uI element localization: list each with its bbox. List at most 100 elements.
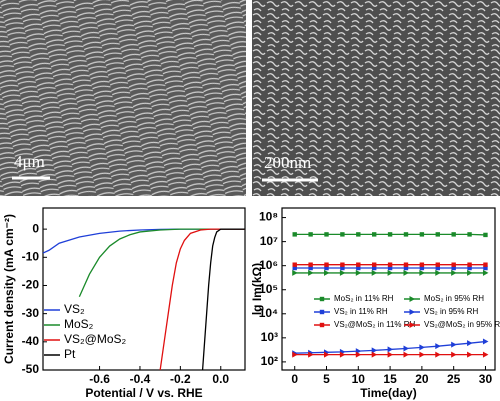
marker — [483, 265, 488, 271]
marker — [356, 265, 361, 271]
marker — [403, 345, 409, 352]
legend-marker — [319, 322, 325, 328]
marker — [451, 269, 457, 276]
marker — [340, 265, 345, 271]
marker — [356, 262, 361, 267]
marker — [482, 269, 489, 276]
marker — [419, 265, 425, 271]
marker — [451, 351, 457, 358]
marker — [387, 351, 394, 358]
marker — [419, 232, 425, 237]
marker — [483, 232, 488, 238]
marker — [467, 262, 472, 267]
marker — [435, 232, 440, 237]
marker — [371, 265, 377, 271]
plot-frame — [281, 207, 496, 371]
legend-marker — [409, 322, 415, 328]
marker — [435, 262, 440, 267]
x-tick-label: 25 — [447, 372, 461, 386]
legend-label: VS₂ — [64, 302, 85, 316]
marker — [435, 351, 441, 358]
marker — [292, 262, 297, 267]
marker — [371, 351, 378, 358]
marker — [292, 269, 298, 276]
y-tick-label: -40 — [22, 334, 40, 348]
y-tick-label: 10⁷ — [260, 234, 278, 248]
marker — [451, 232, 456, 237]
legend-marker — [319, 296, 325, 302]
sem-image-right — [252, 0, 500, 196]
marker — [339, 351, 346, 358]
marker — [482, 351, 489, 358]
marker — [467, 269, 473, 276]
x-tick-label: 30 — [479, 372, 493, 386]
marker — [387, 346, 394, 353]
marker — [483, 262, 488, 267]
marker — [324, 351, 330, 358]
x-tick-label: 10 — [352, 372, 366, 386]
x-tick-label: 5 — [323, 372, 330, 386]
x-tick-label: 20 — [415, 372, 429, 386]
legend-label: VS₂ in 11% RH — [334, 307, 388, 316]
marker — [308, 351, 314, 358]
marker — [340, 262, 345, 267]
marker — [419, 351, 425, 358]
marker — [403, 351, 409, 358]
y-axis-label: Current density (mA cm⁻²) — [2, 214, 16, 364]
legend-label: VS₂@MoS₂ in 95% RH — [424, 320, 500, 329]
x-tick-label: 0.0 — [212, 372, 229, 386]
marker — [355, 351, 362, 358]
x-axis-label: Potential / V vs. RHE — [85, 386, 202, 400]
marker — [292, 265, 297, 271]
marker — [435, 343, 441, 350]
legend-label: VS₂ in 95% RH — [424, 307, 478, 316]
y-tick-label: 10⁴ — [259, 306, 278, 320]
chart: -0.6 -0.4 -0.2 0.0 0 -10 -20 -30 -40 -50 Potential… — [2, 207, 246, 400]
marker — [451, 341, 457, 348]
x-tick-label: 15 — [383, 372, 397, 386]
y-tick-label: -10 — [22, 249, 40, 263]
marker — [419, 344, 425, 351]
marker — [292, 351, 298, 358]
marker — [387, 265, 393, 271]
data-line — [294, 340, 486, 354]
marker — [435, 269, 441, 276]
marker — [482, 338, 489, 345]
marker — [355, 269, 362, 276]
data-line — [201, 228, 245, 371]
marker — [451, 262, 456, 267]
marker — [371, 347, 378, 354]
y-tick-label: 10⁶ — [259, 258, 278, 272]
marker — [451, 265, 456, 271]
marker — [371, 262, 377, 267]
y-axis-label: lg Im(kΩ) — [250, 263, 264, 315]
marker — [403, 232, 409, 237]
x-tick-label: 0 — [291, 372, 298, 386]
marker — [387, 262, 393, 267]
marker — [387, 232, 393, 237]
y-tick-label: -30 — [22, 306, 40, 320]
data-line — [159, 228, 245, 371]
marker — [340, 232, 345, 237]
y-tick-label: -20 — [22, 278, 40, 292]
data-line — [42, 228, 245, 254]
legend-label: MoS₂ in 11% RH — [334, 294, 394, 303]
sem-image-left — [0, 0, 246, 196]
legend-label: VS₂@MoS₂ in 11% RH — [334, 320, 416, 329]
marker — [435, 265, 440, 271]
marker — [419, 269, 425, 276]
marker — [419, 262, 425, 267]
y-tick-label: 10⁵ — [259, 282, 278, 296]
y-tick-label: 0 — [32, 221, 39, 235]
legend-label: MoS₂ — [64, 317, 94, 331]
marker — [371, 269, 378, 276]
marker — [308, 269, 314, 276]
y-tick-label: 10³ — [261, 330, 278, 344]
x-tick-label: -0.4 — [130, 372, 151, 386]
y-tick-label: 10² — [261, 354, 278, 368]
marker — [292, 232, 297, 237]
marker — [403, 265, 409, 271]
x-tick-label: -0.2 — [170, 372, 191, 386]
marker — [339, 269, 346, 276]
